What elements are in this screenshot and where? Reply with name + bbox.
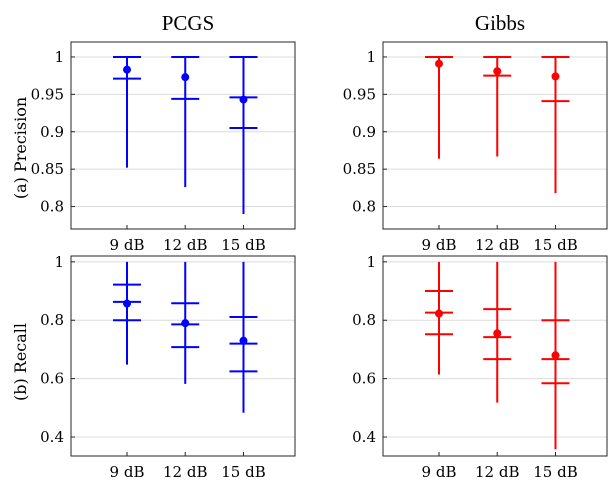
median-point <box>435 59 443 68</box>
y-tick-label: 0.95 <box>343 85 376 103</box>
panel-pcgs-recall: (b) Recall 0.4 0.6 0.8 1 9 dB 12 dB 15 dB <box>11 253 296 481</box>
title-pcgs: PCGS <box>162 11 215 35</box>
panel-gibbs-precision: Gibbs 0.8 0.85 0.9 0.95 1 9 dB 12 dB 15 dB <box>343 11 608 254</box>
median-point <box>493 67 502 76</box>
y-tick-label: 0.8 <box>40 311 64 329</box>
y-tick-label: 0.4 <box>40 428 64 446</box>
median-point <box>239 95 248 104</box>
y-tick-label: 0.4 <box>352 428 376 446</box>
x-tick-label: 12 dB <box>475 463 519 481</box>
y-tick-label: 1 <box>54 253 64 271</box>
axes-frame <box>382 255 608 457</box>
y-tick-label: 0.85 <box>343 160 376 178</box>
y-tick-label: 0.9 <box>40 123 64 141</box>
title-gibbs: Gibbs <box>475 11 525 35</box>
x-tick-label: 15 dB <box>221 463 265 481</box>
panel-gibbs-recall: 0.4 0.6 0.8 1 9 dB 12 dB 15 dB <box>352 253 608 481</box>
grid-lines <box>383 56 607 208</box>
y-tick-label: 1 <box>54 48 64 66</box>
median-point <box>435 309 443 318</box>
y-ticks: 0.8 0.85 0.9 0.95 1 <box>31 48 75 216</box>
y-ticks: 0.4 0.6 0.8 1 <box>40 253 75 446</box>
grid-lines <box>383 261 607 438</box>
error-bars <box>113 261 258 413</box>
median-point <box>123 65 131 74</box>
median-point <box>551 351 560 360</box>
x-ticks: 9 dB 12 dB 15 dB <box>422 452 578 481</box>
axes-frame <box>70 255 296 457</box>
x-tick-label: 9 dB <box>110 236 145 254</box>
y-tick-label: 0.95 <box>31 85 64 103</box>
x-ticks: 9 dB 12 dB 15 dB <box>422 225 578 254</box>
x-tick-label: 9 dB <box>110 463 145 481</box>
row-label-precision: (a) Precision <box>11 97 30 199</box>
x-tick-label: 12 dB <box>163 463 207 481</box>
y-tick-label: 1 <box>366 48 376 66</box>
y-ticks: 0.4 0.6 0.8 1 <box>352 253 387 446</box>
grid-lines <box>71 261 295 438</box>
row-label-recall: (b) Recall <box>11 323 30 401</box>
y-tick-label: 0.8 <box>40 198 64 216</box>
x-ticks: 9 dB 12 dB 15 dB <box>110 452 266 481</box>
x-tick-label: 15 dB <box>533 463 577 481</box>
y-tick-label: 0.8 <box>352 311 376 329</box>
panel-pcgs-precision: PCGS (a) Precision 0.8 0.85 0.9 0.95 1 9 dB 1… <box>11 11 296 254</box>
median-point <box>551 72 560 81</box>
y-tick-label: 0.85 <box>31 160 64 178</box>
error-bars <box>425 55 570 194</box>
x-tick-label: 12 dB <box>475 236 519 254</box>
median-point <box>123 299 131 308</box>
median-point <box>181 73 190 82</box>
x-tick-label: 15 dB <box>221 236 265 254</box>
x-tick-label: 9 dB <box>422 463 457 481</box>
y-tick-label: 0.6 <box>352 370 376 388</box>
y-tick-label: 0.9 <box>352 123 376 141</box>
y-tick-label: 1 <box>366 253 376 271</box>
y-tick-label: 0.8 <box>352 198 376 216</box>
x-tick-label: 9 dB <box>422 236 457 254</box>
error-bars <box>113 55 258 215</box>
axes-frame <box>382 41 608 230</box>
y-tick-label: 0.6 <box>40 370 64 388</box>
median-point <box>181 319 190 328</box>
median-point <box>239 336 248 345</box>
x-tick-label: 15 dB <box>533 236 577 254</box>
median-point <box>493 329 502 338</box>
axes-frame <box>70 41 296 230</box>
x-tick-label: 12 dB <box>163 236 207 254</box>
x-ticks: 9 dB 12 dB 15 dB <box>110 225 266 254</box>
error-bars <box>425 261 570 450</box>
y-ticks: 0.8 0.85 0.9 0.95 1 <box>343 48 387 216</box>
